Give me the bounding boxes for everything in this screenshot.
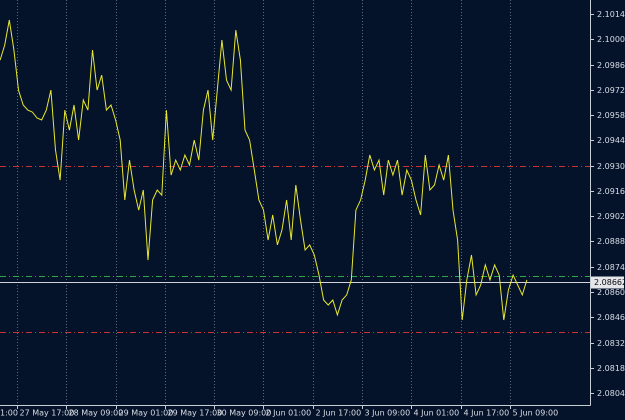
y-tick-label: 2.10145 (597, 10, 625, 19)
y-tick-label: 2.08885 (597, 237, 625, 246)
current-price-box (591, 276, 624, 289)
x-tick-label: 4 Jun 01:00 (414, 409, 460, 418)
x-tick-label: 4 Jun 17:00 (464, 409, 510, 418)
x-tick-label: 27 May 17:00 (20, 409, 75, 418)
y-tick-label: 2.09445 (597, 136, 625, 145)
y-tick-label: 2.08045 (597, 389, 625, 398)
x-tick-label: 28 May 09:00 (69, 409, 124, 418)
y-tick-label: 2.08745 (597, 263, 625, 272)
axes: 2.10145 2.10005 2.09865 2.09725 2.09585 2.094… (0, 10, 625, 418)
y-tick-label: 2.08605 (597, 288, 625, 297)
price-line (0, 19, 528, 321)
y-tick-label: 2.09025 (597, 212, 625, 221)
x-tick-label: 30 May 09:00 (217, 409, 272, 418)
y-tick-label: 2.09165 (597, 187, 625, 196)
y-tick-label: 2.09585 (597, 111, 625, 120)
x-tick-label: 29 May 01:00 (119, 409, 174, 418)
plot (0, 19, 590, 321)
y-tick-label: 2.08465 (597, 313, 625, 322)
y-tick-label: 2.09725 (597, 86, 625, 95)
current-price-label: 2.08662 (594, 278, 625, 287)
x-tick-label: 2 Jun 17:00 (316, 409, 362, 418)
y-tick-label: 2.08185 (597, 364, 625, 373)
x-tick-label: 29 May 17:00 (168, 409, 223, 418)
grid (0, 0, 590, 405)
y-tick-label: 2.08325 (597, 339, 625, 348)
y-tick-label: 2.10005 (597, 35, 625, 44)
x-tick-label: 1:00 (0, 409, 18, 418)
y-tick-label: 2.09305 (597, 162, 625, 171)
x-tick-label: 2 Jun 01:00 (266, 409, 312, 418)
x-tick-label: 5 Jun 09:00 (513, 409, 559, 418)
x-tick-label: 3 Jun 09:00 (365, 409, 411, 418)
y-tick-label: 2.09865 (597, 61, 625, 70)
